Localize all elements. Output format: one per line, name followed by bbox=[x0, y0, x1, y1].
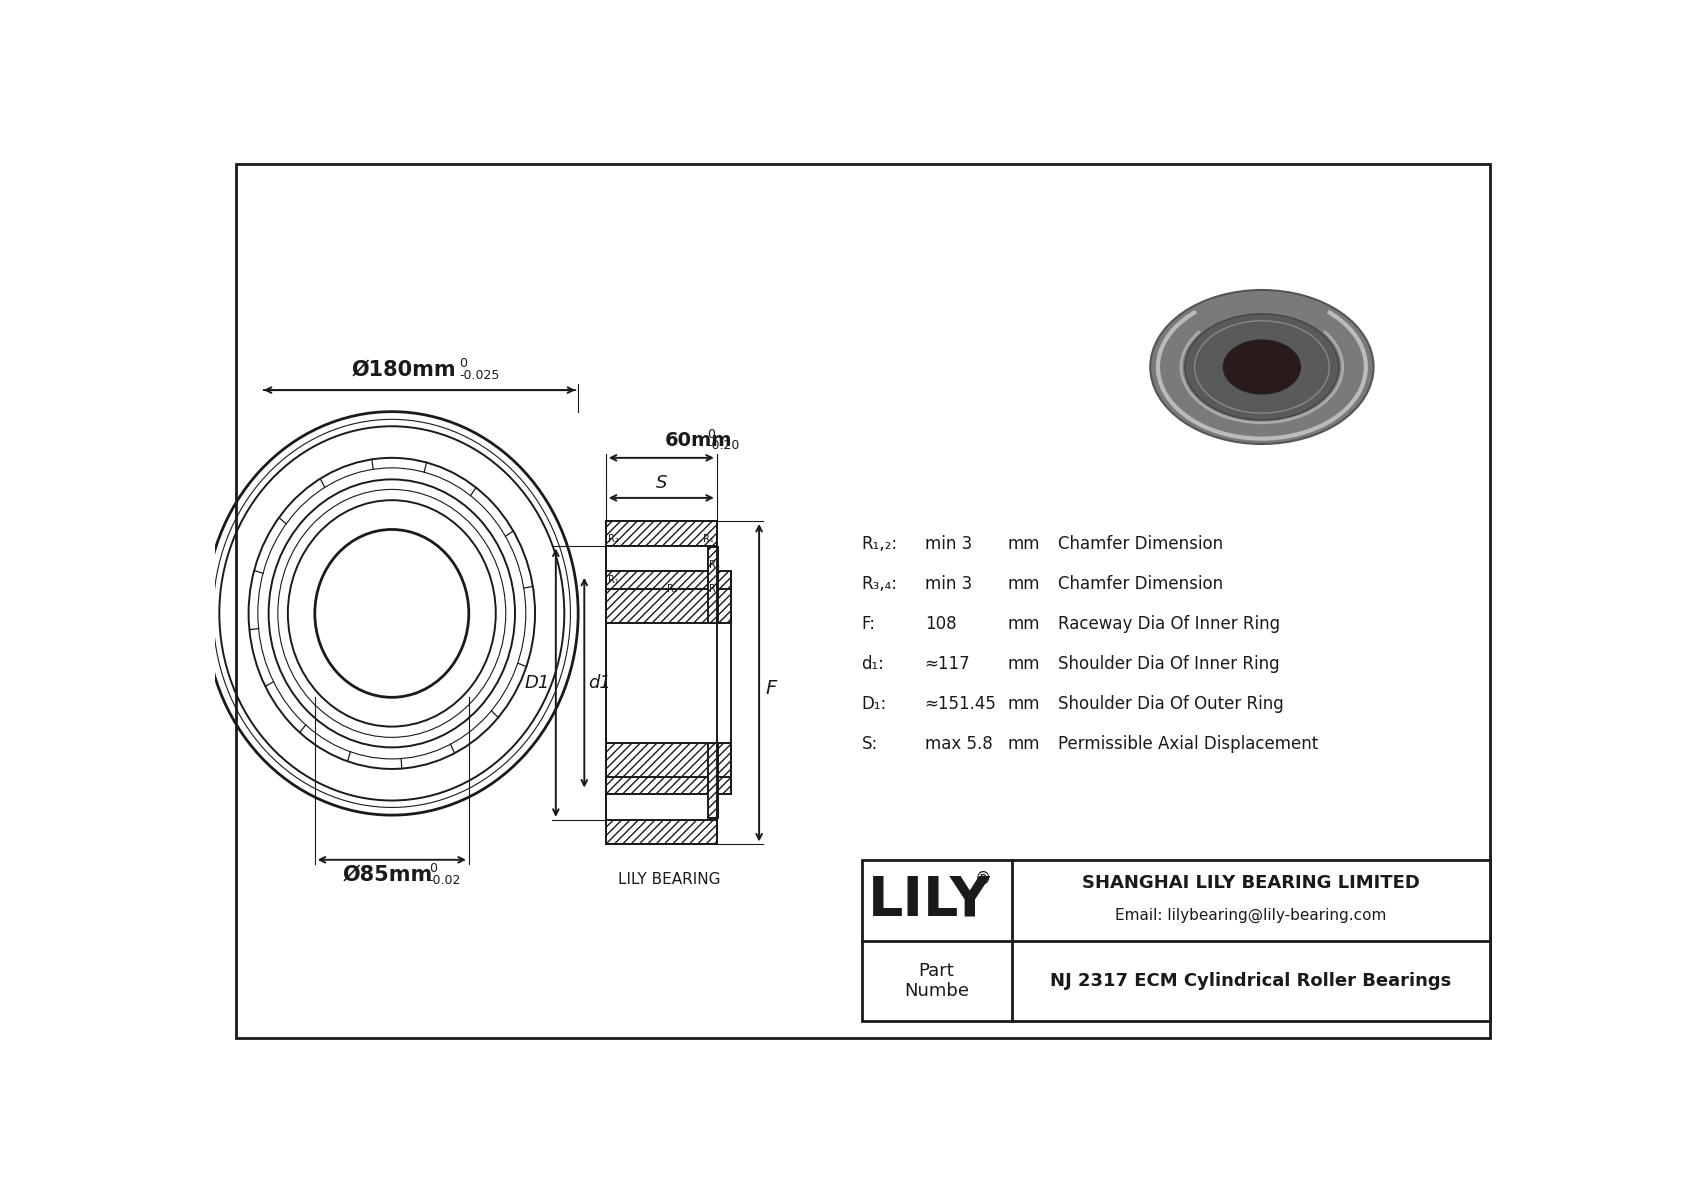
Text: mm: mm bbox=[1007, 616, 1041, 634]
Text: Shoulder Dia Of Inner Ring: Shoulder Dia Of Inner Ring bbox=[1058, 655, 1280, 673]
Text: F: F bbox=[765, 679, 776, 698]
Text: R₁: R₁ bbox=[702, 534, 714, 544]
Bar bbox=[606, 794, 717, 819]
Text: mm: mm bbox=[1007, 575, 1041, 593]
Text: D₁:: D₁: bbox=[862, 696, 887, 713]
Bar bbox=[606, 743, 731, 777]
Text: 0: 0 bbox=[707, 428, 716, 441]
Ellipse shape bbox=[1186, 314, 1339, 420]
Text: Raceway Dia Of Inner Ring: Raceway Dia Of Inner Ring bbox=[1058, 616, 1280, 634]
Text: LILY: LILY bbox=[867, 873, 990, 928]
Text: -0.20: -0.20 bbox=[707, 439, 739, 453]
Text: -0.025: -0.025 bbox=[460, 369, 500, 382]
Text: 0: 0 bbox=[429, 862, 436, 875]
Text: Permissible Axial Displacement: Permissible Axial Displacement bbox=[1058, 735, 1319, 753]
Text: R₂: R₂ bbox=[667, 584, 679, 594]
Text: Shoulder Dia Of Outer Ring: Shoulder Dia Of Outer Ring bbox=[1058, 696, 1283, 713]
Bar bbox=[606, 819, 717, 844]
Text: d₁:: d₁: bbox=[862, 655, 884, 673]
Text: R₃: R₃ bbox=[709, 560, 721, 570]
Bar bbox=[606, 570, 731, 588]
Text: R₃,₄:: R₃,₄: bbox=[862, 575, 898, 593]
Text: R₂: R₂ bbox=[608, 534, 620, 544]
Text: 0: 0 bbox=[460, 357, 468, 370]
Text: LILY BEARING: LILY BEARING bbox=[618, 872, 721, 886]
Text: mm: mm bbox=[1007, 535, 1041, 553]
Text: -0.02: -0.02 bbox=[429, 874, 461, 887]
Bar bbox=[606, 623, 731, 743]
Text: S: S bbox=[655, 474, 667, 492]
Text: NJ 2317 ECM Cylindrical Roller Bearings: NJ 2317 ECM Cylindrical Roller Bearings bbox=[1051, 972, 1452, 990]
Text: min 3: min 3 bbox=[925, 575, 972, 593]
Bar bbox=[707, 547, 719, 818]
Text: mm: mm bbox=[1007, 655, 1041, 673]
Bar bbox=[606, 588, 731, 623]
Text: Email: lilybearing@lily-bearing.com: Email: lilybearing@lily-bearing.com bbox=[1115, 908, 1386, 923]
Text: D1: D1 bbox=[524, 674, 549, 692]
Text: d1: d1 bbox=[588, 674, 611, 692]
Text: ≈117: ≈117 bbox=[925, 655, 970, 673]
Text: SHANGHAI LILY BEARING LIMITED: SHANGHAI LILY BEARING LIMITED bbox=[1081, 874, 1420, 892]
Text: Ø85mm: Ø85mm bbox=[344, 865, 433, 885]
Text: Ø180mm: Ø180mm bbox=[352, 360, 456, 379]
Text: R₁,₂:: R₁,₂: bbox=[862, 535, 898, 553]
Text: max 5.8: max 5.8 bbox=[925, 735, 992, 753]
Bar bbox=[606, 777, 731, 794]
Ellipse shape bbox=[1223, 341, 1300, 394]
Text: 60mm: 60mm bbox=[665, 431, 733, 450]
Text: Chamfer Dimension: Chamfer Dimension bbox=[1058, 535, 1223, 553]
Text: F:: F: bbox=[862, 616, 876, 634]
Text: R₁: R₁ bbox=[608, 575, 620, 585]
Text: Part
Numbe: Part Numbe bbox=[904, 961, 968, 1000]
Ellipse shape bbox=[1150, 289, 1374, 444]
Text: mm: mm bbox=[1007, 735, 1041, 753]
Text: S:: S: bbox=[862, 735, 877, 753]
Text: ≈151.45: ≈151.45 bbox=[925, 696, 997, 713]
Text: R₄: R₄ bbox=[709, 584, 719, 594]
Bar bbox=[606, 545, 717, 570]
Text: Chamfer Dimension: Chamfer Dimension bbox=[1058, 575, 1223, 593]
Bar bbox=[606, 520, 717, 545]
Text: 108: 108 bbox=[925, 616, 957, 634]
Text: min 3: min 3 bbox=[925, 535, 972, 553]
Text: mm: mm bbox=[1007, 696, 1041, 713]
Text: ®: ® bbox=[975, 869, 992, 887]
Bar bbox=[862, 860, 1490, 1022]
